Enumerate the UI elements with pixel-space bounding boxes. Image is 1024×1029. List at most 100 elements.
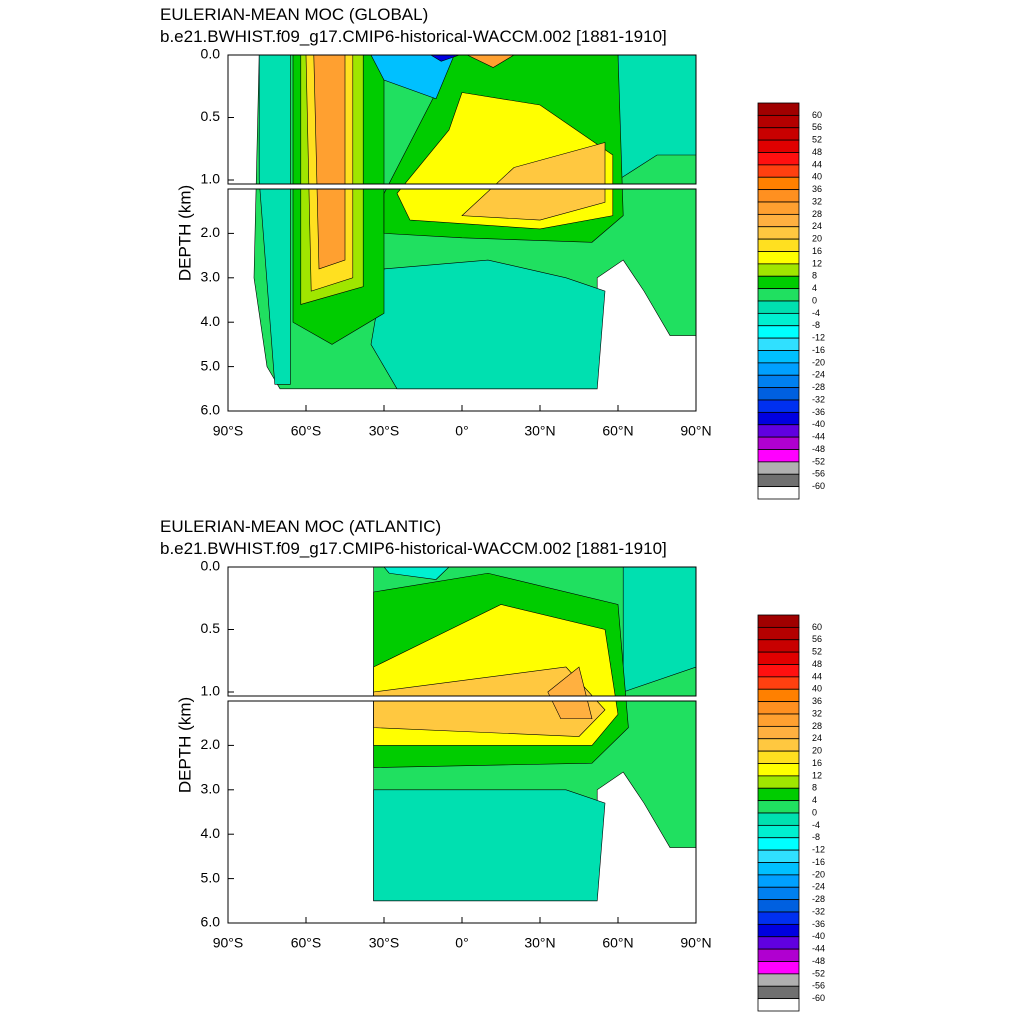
x-tick-label: 0° bbox=[455, 423, 468, 439]
colorbar-label: -52 bbox=[812, 456, 825, 466]
colorbar-box bbox=[757, 102, 800, 116]
colorbar-label: 52 bbox=[812, 135, 822, 145]
colorbar-box bbox=[757, 936, 800, 950]
colorbar-label: -60 bbox=[812, 481, 825, 491]
y-tick-label: 0.5 bbox=[201, 620, 221, 636]
contour-region bbox=[622, 567, 696, 693]
colorbar-label: 44 bbox=[812, 159, 822, 169]
colorbar-box bbox=[757, 862, 800, 876]
colorbar-box bbox=[757, 486, 800, 500]
colorbar-box bbox=[757, 688, 800, 703]
colorbar-box bbox=[757, 473, 800, 488]
y-tick-label: 0.5 bbox=[201, 108, 221, 124]
colorbar-label: 44 bbox=[812, 671, 822, 681]
y-tick-label: 5.0 bbox=[201, 357, 221, 373]
y-tick-label: 4.0 bbox=[201, 313, 221, 329]
colorbar-label: -24 bbox=[812, 370, 825, 380]
colorbar-box bbox=[757, 424, 800, 438]
colorbar-label: -44 bbox=[812, 432, 825, 442]
colorbar-label: -28 bbox=[812, 894, 825, 904]
colorbar-label: 12 bbox=[812, 770, 822, 780]
contour-region bbox=[370, 55, 455, 100]
colorbar-label: 56 bbox=[812, 634, 822, 644]
x-tick-label: 90°S bbox=[213, 423, 244, 439]
colorbar-box bbox=[757, 787, 800, 802]
colorbar-box bbox=[757, 664, 800, 678]
axis-break bbox=[227, 184, 697, 189]
regions bbox=[253, 55, 696, 390]
colorbar-box bbox=[757, 312, 800, 327]
y-tick-label: 1.0 bbox=[201, 171, 221, 187]
colorbar-box bbox=[757, 350, 800, 364]
colorbar-box bbox=[757, 189, 800, 203]
colorbar-box bbox=[757, 626, 800, 641]
colorbar-label: 36 bbox=[812, 696, 822, 706]
colorbar-box bbox=[757, 886, 800, 901]
colorbar-label: 60 bbox=[812, 110, 822, 120]
colorbar-box bbox=[757, 837, 800, 851]
colorbar-box bbox=[757, 985, 800, 1000]
colorbar-label: -28 bbox=[812, 382, 825, 392]
colorbar-label: -56 bbox=[812, 469, 825, 479]
colorbar-box bbox=[757, 288, 800, 302]
colorbar-label: 16 bbox=[812, 246, 822, 256]
x-tick-label: 30°S bbox=[369, 935, 400, 951]
colorbar-label: -8 bbox=[812, 832, 820, 842]
colorbar-box bbox=[757, 251, 800, 265]
colorbar-box bbox=[757, 325, 800, 339]
colorbar-box bbox=[757, 300, 800, 314]
y-tick-label: 6.0 bbox=[201, 402, 221, 418]
colorbar-box bbox=[757, 824, 800, 839]
y-tick-label: 5.0 bbox=[201, 869, 221, 885]
colorbar-label: 48 bbox=[812, 147, 822, 157]
colorbar-box bbox=[757, 374, 800, 389]
colorbar-label: -24 bbox=[812, 882, 825, 892]
y-tick-label: 0.0 bbox=[201, 558, 221, 574]
x-tick-label: 30°N bbox=[524, 423, 555, 439]
x-tick-label: 30°N bbox=[524, 935, 555, 951]
colorbar-label: 0 bbox=[812, 295, 817, 305]
colorbar-label: -32 bbox=[812, 906, 825, 916]
colorbar-box bbox=[757, 874, 800, 888]
x-tick-label: 60°N bbox=[602, 935, 633, 951]
colorbar-box bbox=[757, 152, 800, 166]
colorbar-label: -36 bbox=[812, 919, 825, 929]
contour-region bbox=[258, 55, 291, 385]
x-tick-label: 90°N bbox=[680, 423, 711, 439]
colorbar-label: -8 bbox=[812, 320, 820, 330]
colorbar-box bbox=[757, 651, 800, 665]
y-tick-label: 2.0 bbox=[201, 224, 221, 240]
y-axis-label: DEPTH (km) bbox=[175, 185, 194, 281]
panel: EULERIAN-MEAN MOC (ATLANTIC) b.e21.BWHIST… bbox=[160, 517, 825, 1012]
regions bbox=[373, 567, 696, 902]
colorbar-box bbox=[757, 399, 800, 413]
colorbar-box bbox=[757, 275, 800, 290]
colorbar-label: 24 bbox=[812, 733, 822, 743]
colorbar-box bbox=[757, 923, 800, 938]
colorbar-label: 28 bbox=[812, 209, 822, 219]
colorbar-label: -20 bbox=[812, 869, 825, 879]
colorbar-label: 20 bbox=[812, 746, 822, 756]
colorbar-label: -4 bbox=[812, 820, 820, 830]
colorbar-label: -52 bbox=[812, 968, 825, 978]
colorbar-label: -4 bbox=[812, 308, 820, 318]
colorbar-label: 32 bbox=[812, 196, 822, 206]
colorbar-box bbox=[757, 461, 800, 475]
colorbar-box bbox=[757, 614, 800, 628]
contour-region bbox=[467, 55, 515, 68]
contour-region bbox=[547, 666, 593, 720]
colorbar-label: 20 bbox=[812, 234, 822, 244]
colorbar-box bbox=[757, 213, 800, 228]
colorbar-label: 12 bbox=[812, 258, 822, 268]
colorbar-box bbox=[757, 849, 800, 863]
x-tick-label: 90°N bbox=[680, 935, 711, 951]
colorbar-box bbox=[757, 263, 800, 277]
colorbar-label: -40 bbox=[812, 419, 825, 429]
y-tick-label: 2.0 bbox=[201, 736, 221, 752]
panel: EULERIAN-MEAN MOC (GLOBAL) b.e21.BWHIST.f… bbox=[160, 5, 825, 500]
colorbar-label: -20 bbox=[812, 357, 825, 367]
colorbar-box bbox=[757, 387, 800, 401]
colorbar-label: -12 bbox=[812, 333, 825, 343]
colorbar-label: -44 bbox=[812, 944, 825, 954]
contour-region bbox=[461, 142, 606, 221]
